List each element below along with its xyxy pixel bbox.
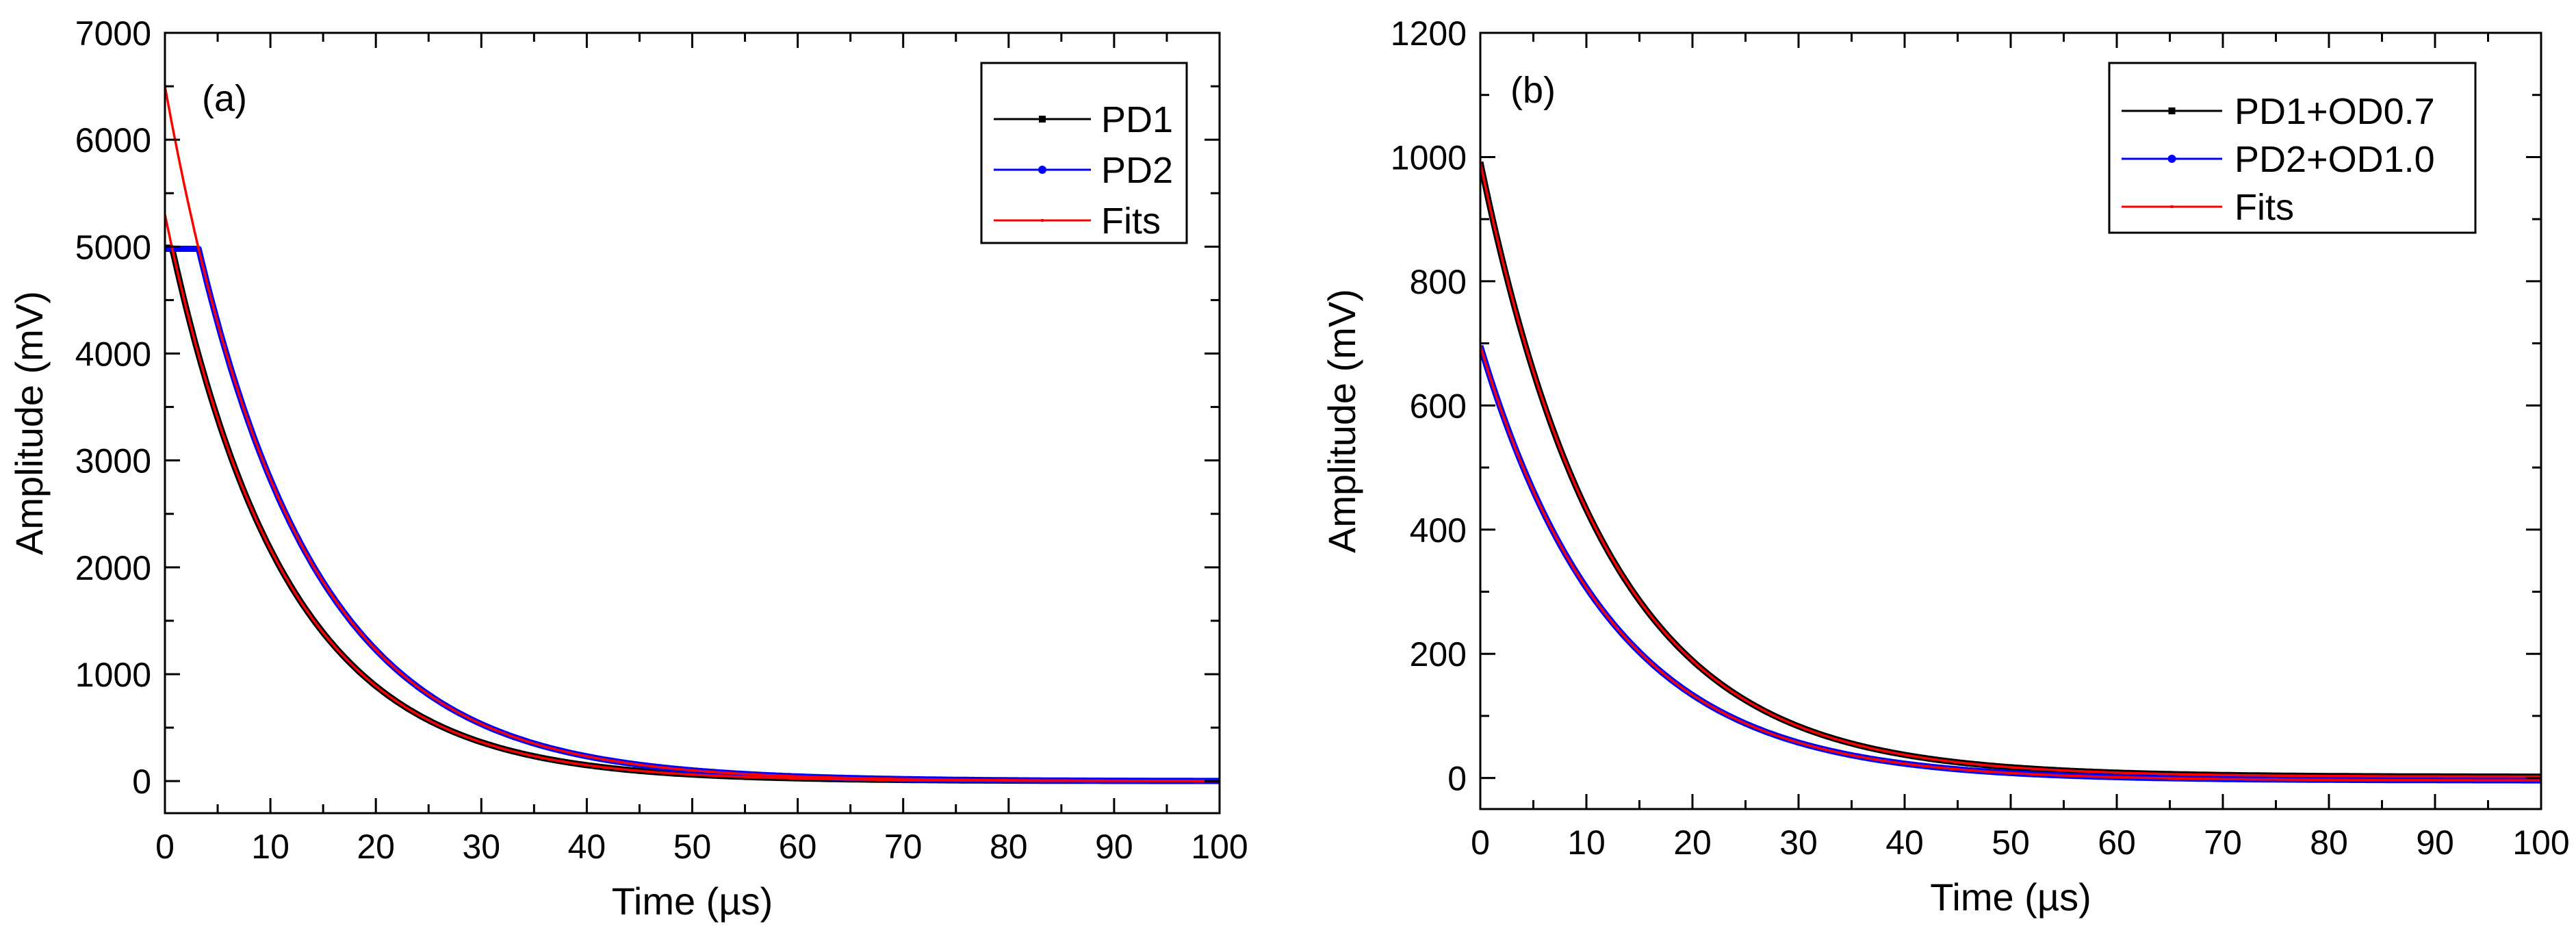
x-tick-label: 50 <box>1992 823 2030 862</box>
x-tick-label: 60 <box>779 828 817 866</box>
x-tick-label: 30 <box>462 828 500 866</box>
y-tick-label: 4000 <box>75 335 151 373</box>
legend-box <box>2108 62 2477 234</box>
x-tick-label: 20 <box>357 828 395 866</box>
legend-marker-circle <box>1038 166 1046 174</box>
series-line-pd1 <box>165 244 1220 784</box>
x-tick-label: 70 <box>884 828 923 866</box>
fit-line-1 <box>165 86 1220 782</box>
series-line-pd2-od1-0 <box>1480 344 2541 784</box>
panel-1: 0 10 20 30 40 50 60 70 80 90 100020040060080010001… <box>1320 14 2570 919</box>
y-tick-label: 5000 <box>75 228 151 266</box>
series-line-pd2 <box>165 246 1220 784</box>
legend-marker-square <box>1039 116 1046 123</box>
y-tick-label: 800 <box>1410 263 1467 301</box>
panel-label: (b) <box>1510 70 1556 111</box>
legend-label: Fits <box>1101 201 1161 242</box>
legend-marker-circle <box>2167 155 2176 163</box>
fit-line-1 <box>1480 345 2541 782</box>
y-tick-label: 0 <box>132 763 151 801</box>
x-axis-title: Time (µs) <box>612 880 773 923</box>
panel-0: 0 10 20 30 40 50 60 70 80 90 100010002000300040005… <box>8 14 1248 923</box>
y-tick-label: 7000 <box>75 14 151 53</box>
legend-label: PD1+OD0.7 <box>2234 91 2435 132</box>
legend-box <box>980 62 1188 244</box>
fit-line-0 <box>1480 162 2541 778</box>
y-tick-label: 0 <box>1447 760 1467 798</box>
x-tick-label: 90 <box>2416 823 2454 862</box>
x-tick-label: 40 <box>1885 823 1924 862</box>
y-axis-title: Amplitude (mV) <box>8 291 51 555</box>
x-tick-label: 30 <box>1779 823 1818 862</box>
y-tick-label: 200 <box>1410 635 1467 674</box>
legend-label: PD2+OD1.0 <box>2234 139 2435 180</box>
x-tick-label: 80 <box>2310 823 2348 862</box>
y-tick-label: 400 <box>1410 511 1467 550</box>
panel-label: (a) <box>202 78 247 119</box>
series-group <box>165 86 1220 784</box>
x-tick-label: 80 <box>990 828 1028 866</box>
y-axis-title: Amplitude (mV) <box>1320 289 1363 553</box>
x-tick-label: 100 <box>1191 828 1248 866</box>
legend-label: Fits <box>2234 187 2294 228</box>
x-tick-label: 90 <box>1095 828 1133 866</box>
legend-label: PD1 <box>1101 99 1173 140</box>
y-tick-label: 1200 <box>1391 14 1467 53</box>
legend-marker-dot <box>1041 219 1044 222</box>
x-tick-label: 70 <box>2204 823 2242 862</box>
fit-line-0 <box>165 214 1220 782</box>
series-group <box>1480 161 2541 784</box>
x-tick-label: 10 <box>1567 823 1606 862</box>
y-tick-label: 6000 <box>75 121 151 159</box>
x-tick-label: 60 <box>2098 823 2136 862</box>
legend-marker-square <box>2168 107 2176 114</box>
y-tick-label: 1000 <box>75 656 151 694</box>
legend: PD1 PD2 Fits <box>980 62 1188 244</box>
y-tick-label: 2000 <box>75 549 151 587</box>
x-tick-label: 10 <box>251 828 289 866</box>
legend-marker-dot <box>2170 205 2174 208</box>
x-tick-label: 40 <box>568 828 606 866</box>
y-tick-label: 600 <box>1410 387 1467 425</box>
x-tick-label: 50 <box>673 828 712 866</box>
legend-label: PD2 <box>1101 150 1173 191</box>
legend: PD1+OD0.7 PD2+OD1.0 Fits <box>2108 62 2477 234</box>
y-tick-label: 1000 <box>1391 138 1467 177</box>
y-tick-label: 3000 <box>75 442 151 481</box>
x-tick-label: 0 <box>155 828 175 866</box>
x-tick-label: 100 <box>2512 823 2569 862</box>
x-tick-label: 20 <box>1673 823 1712 862</box>
series-line-pd1-od0-7 <box>1480 161 2541 780</box>
x-tick-label: 0 <box>1471 823 1490 862</box>
x-axis-title: Time (µs) <box>1930 875 2091 919</box>
